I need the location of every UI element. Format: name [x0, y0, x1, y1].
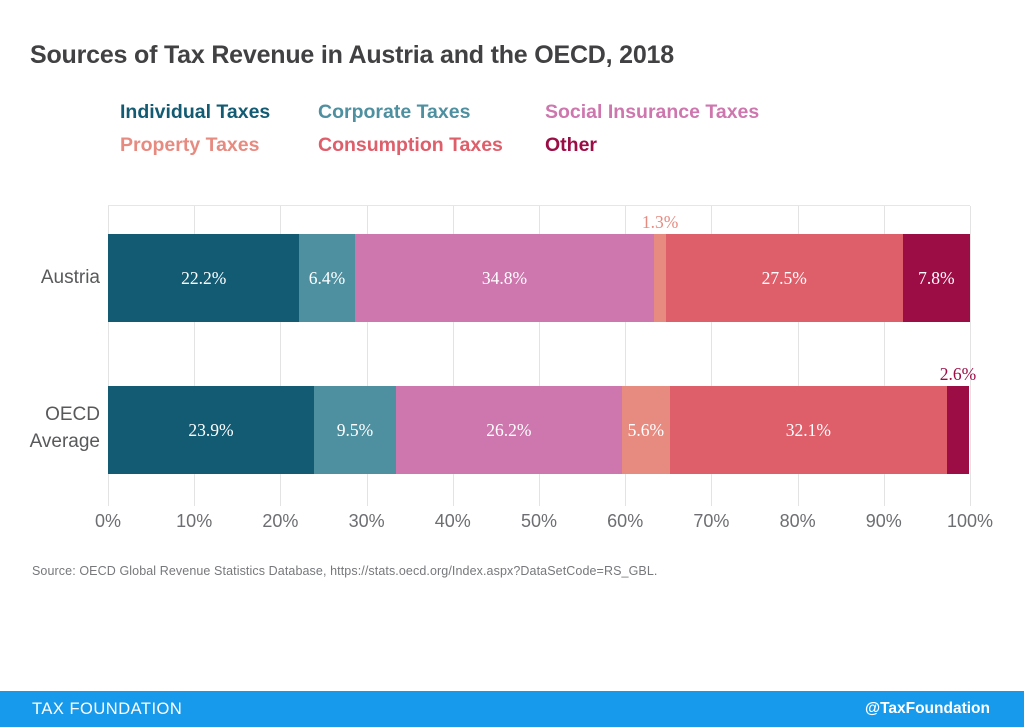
category-label-1: OECD Average	[29, 404, 100, 452]
gridline	[883, 206, 885, 506]
gridline	[970, 206, 971, 506]
bar-segment: 5.6%	[621, 386, 670, 474]
gridline	[194, 206, 196, 506]
bar-segment: 32.1%	[670, 386, 947, 474]
segment-value-label: 34.8%	[481, 267, 528, 288]
bar-segment: 26.2%	[395, 386, 622, 474]
source-note: Source: OECD Global Revenue Statistics D…	[32, 564, 658, 578]
bar-segment: 9.5%	[314, 386, 396, 474]
bar-segment	[654, 234, 666, 322]
bar-segment: 34.8%	[354, 234, 655, 322]
x-tick-label: 30%	[348, 511, 385, 531]
x-axis: 0% 10% 20% 30% 40% 50% 60% 70% 80% 90% 100%	[95, 511, 993, 535]
legend-item-3: Property Taxes	[120, 134, 260, 156]
legend-item-1: Corporate Taxes	[318, 101, 471, 123]
segment-value-label: 5.6%	[627, 419, 665, 440]
x-tick-label: 70%	[693, 511, 730, 531]
plot-area: 22.2% 6.4% 34.8% 1.3% 27.5% 7.8% 23.9% 9.5% 26.2…	[108, 205, 976, 506]
bar-segment: 23.9%	[108, 386, 315, 474]
legend-item-0: Individual Taxes	[120, 101, 271, 123]
page-title: Sources of Tax Revenue in Austria and th…	[30, 40, 674, 69]
segment-value-label: 23.9%	[188, 419, 234, 440]
gridline	[625, 206, 627, 506]
bar-austria: 22.2% 6.4% 34.8% 1.3% 27.5% 7.8%	[108, 212, 970, 322]
x-tick-label: 20%	[262, 511, 299, 531]
gridline	[539, 206, 540, 506]
bar-segment: 22.2%	[108, 234, 300, 322]
footer-twitter-handle: @TaxFoundation	[864, 700, 990, 717]
segment-value-label-outside: 2.6%	[939, 364, 977, 384]
bar-segment	[946, 386, 970, 474]
x-tick-label: 0%	[94, 511, 122, 531]
legend: Individual Taxes Corporate Taxes Social In…	[120, 99, 759, 158]
x-tick-label: 50%	[520, 511, 558, 531]
x-tick-label: 40%	[434, 511, 471, 531]
bar-segment: 7.8%	[902, 234, 970, 322]
x-tick-label: 60%	[607, 511, 644, 531]
footer-brand: TAX FOUNDATION	[32, 699, 183, 718]
x-tick-label: 90%	[865, 511, 902, 531]
segment-value-label: 22.2%	[181, 267, 227, 288]
bar-segment: 6.4%	[299, 234, 355, 322]
segment-value-label: 27.5%	[761, 267, 807, 288]
gridline	[366, 206, 368, 506]
x-tick-label: 10%	[176, 511, 213, 531]
gridline	[711, 206, 713, 506]
gridline	[280, 206, 282, 506]
legend-item-5: Other	[545, 134, 598, 156]
segment-value-label: 7.8%	[918, 267, 955, 288]
segment-value-label: 9.5%	[336, 419, 374, 440]
gridline	[108, 206, 109, 506]
segment-value-label: 6.4%	[308, 267, 346, 288]
x-tick-label: 100%	[946, 511, 994, 531]
category-labels: Austria OECD Average	[0, 0, 100, 727]
segment-value-label: 26.2%	[486, 419, 532, 440]
x-tick-label: 80%	[779, 511, 816, 531]
bar-segment: 27.5%	[665, 234, 903, 322]
segment-value-label: 32.1%	[785, 419, 831, 440]
bar-oecd-average: 23.9% 9.5% 26.2% 5.6% 32.1% 2.6%	[108, 364, 976, 474]
footer-bar: TAX FOUNDATION @TaxFoundation	[0, 691, 1024, 727]
segment-value-label-outside: 1.3%	[641, 212, 679, 232]
legend-item-4: Consumption Taxes	[318, 134, 503, 156]
gridline	[797, 206, 799, 506]
gridline	[452, 206, 454, 506]
category-label-0: Austria	[40, 267, 100, 288]
legend-item-2: Social Insurance Taxes	[545, 101, 760, 123]
